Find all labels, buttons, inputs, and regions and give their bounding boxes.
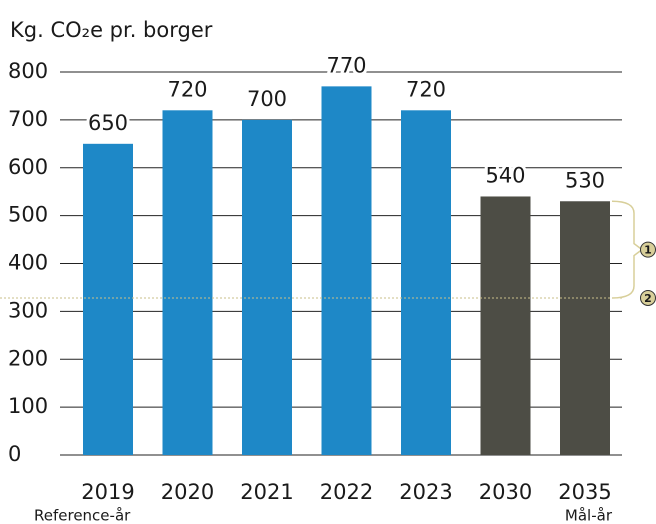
bar — [401, 110, 451, 456]
y-tick-label: 300 — [8, 298, 48, 322]
x-tick-label: 2023 — [399, 480, 452, 504]
value-label: 540 — [485, 163, 525, 187]
value-label: 700 — [247, 87, 287, 111]
x-tick-label: 2030 — [479, 480, 532, 504]
bar — [242, 119, 292, 455]
marker-label: 2 — [644, 292, 652, 305]
value-label: 530 — [565, 168, 605, 192]
x-tick-label: 2035 — [558, 480, 611, 504]
y-tick-label: 200 — [8, 346, 48, 370]
x-tick-label: 2019 — [81, 480, 134, 504]
y-tick-label: 100 — [8, 394, 48, 418]
x-tick-label: 2020 — [161, 480, 214, 504]
category-note: Mål-år — [565, 507, 613, 524]
marker-label: 1 — [644, 244, 652, 257]
y-tick-label: 0 — [8, 442, 21, 466]
value-label: 770 — [326, 53, 366, 77]
chart-title: Kg. CO₂e pr. borger — [10, 18, 213, 42]
y-tick-label: 700 — [8, 107, 48, 131]
x-tick-label: 2022 — [320, 480, 373, 504]
value-label: 650 — [88, 111, 128, 135]
category-note: Reference-år — [34, 507, 131, 524]
value-label: 720 — [167, 77, 207, 101]
x-tick-label: 2021 — [240, 480, 293, 504]
y-tick-label: 800 — [8, 59, 48, 83]
bar — [162, 110, 213, 456]
bar — [560, 201, 610, 455]
y-tick-label: 500 — [8, 203, 48, 227]
y-tick-label: 600 — [8, 155, 48, 179]
bar — [321, 86, 372, 456]
bar — [83, 143, 133, 455]
bar — [480, 196, 531, 455]
value-label: 720 — [406, 77, 446, 101]
y-tick-label: 400 — [8, 251, 48, 275]
